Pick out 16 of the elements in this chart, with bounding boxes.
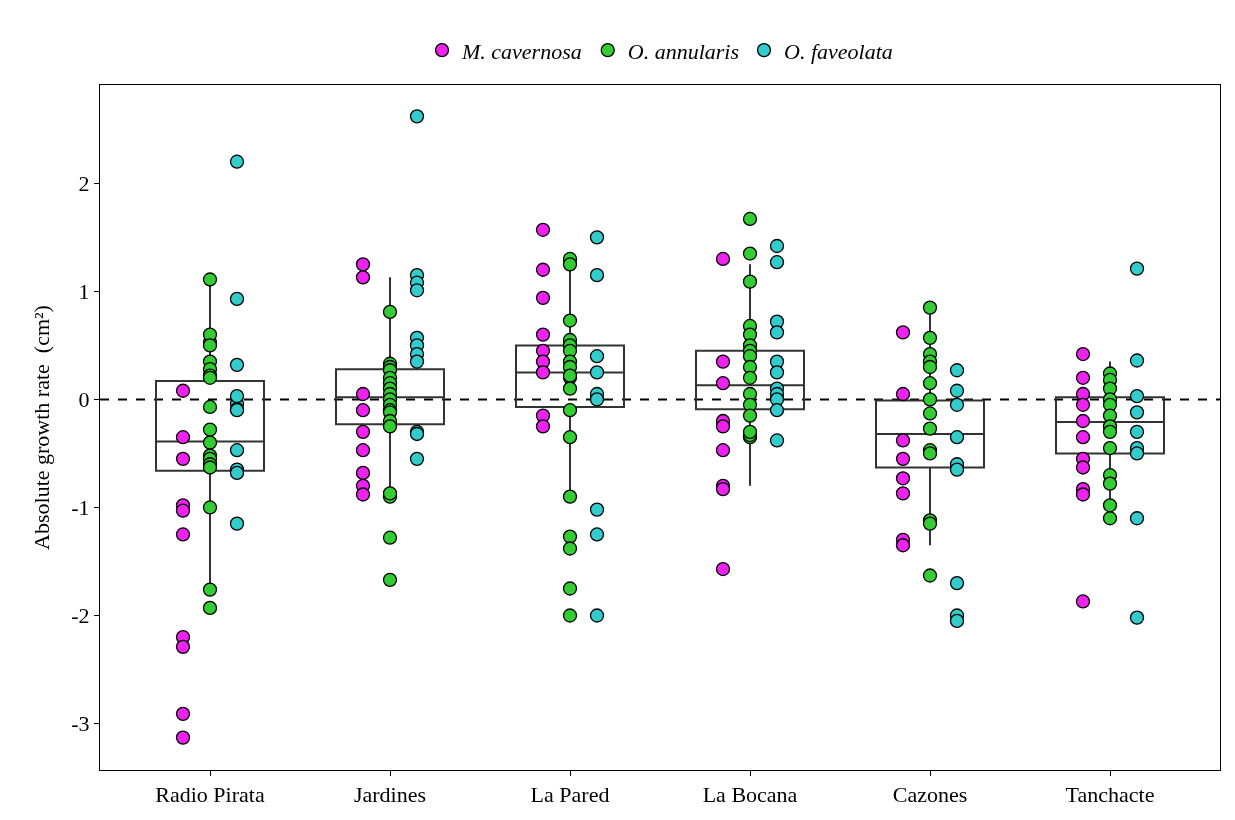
x-tick-label: Tanchacte [1065,782,1155,808]
y-tick-label: -3 [71,711,90,737]
y-axis-title: Absolute growth rate (cm²) [29,305,55,550]
legend-label: M. cavernosa [461,38,582,64]
legend-label: O. faveolata [784,38,893,64]
x-tick-label: La Pared [530,782,610,808]
x-tick-label: Radio Pirata [155,782,265,808]
x-tick-label: Cazones [892,782,968,808]
legend-label: O. annularis [627,38,739,64]
x-tick-label: La Bocana [702,782,798,808]
y-tick-label: -1 [71,495,90,521]
x-tick-label: Jardines [353,782,427,808]
y-tick-label: 0 [78,387,90,413]
y-tick-label: 1 [78,279,90,305]
y-tick-label: -2 [71,603,90,629]
y-tick-label: 2 [78,171,90,197]
